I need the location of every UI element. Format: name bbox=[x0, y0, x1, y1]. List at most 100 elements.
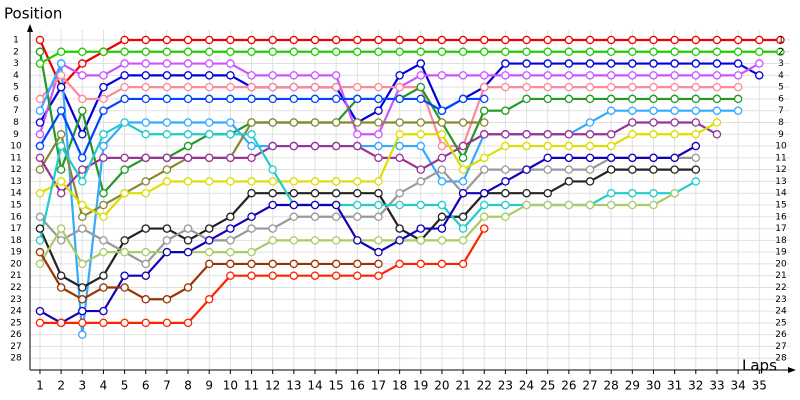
lap-marker bbox=[120, 165, 129, 174]
lap-marker bbox=[353, 82, 362, 92]
lap-marker bbox=[226, 177, 235, 186]
lap-marker bbox=[458, 224, 468, 233]
lap-marker bbox=[247, 71, 256, 80]
lap-marker bbox=[649, 153, 658, 163]
lap-marker bbox=[353, 188, 362, 198]
lap-marker bbox=[374, 247, 383, 257]
lap-marker bbox=[247, 177, 256, 186]
lap-marker bbox=[183, 318, 193, 328]
lap-marker bbox=[120, 118, 129, 127]
lap-marker bbox=[226, 47, 235, 57]
lap-marker bbox=[162, 295, 172, 304]
lap-marker bbox=[78, 177, 87, 186]
lap-marker bbox=[712, 35, 722, 45]
lap-marker bbox=[204, 59, 214, 68]
lap-marker bbox=[691, 47, 701, 57]
lap-marker bbox=[120, 82, 129, 92]
lap-marker bbox=[395, 224, 404, 233]
lap-marker bbox=[628, 165, 637, 174]
lap-marker bbox=[522, 188, 531, 198]
lap-marker bbox=[543, 35, 552, 45]
lap-marker bbox=[247, 247, 256, 257]
lap-marker bbox=[543, 153, 552, 163]
lap-marker bbox=[120, 247, 129, 257]
lap-marker bbox=[331, 259, 341, 269]
lap-marker bbox=[564, 200, 574, 210]
lap-marker bbox=[204, 247, 214, 257]
lap-marker bbox=[606, 35, 616, 45]
lap-marker bbox=[141, 247, 151, 257]
y-tick-label: 6 bbox=[13, 94, 19, 104]
lap-marker bbox=[353, 47, 362, 57]
lap-marker bbox=[395, 71, 404, 80]
lap-marker bbox=[183, 236, 193, 245]
lap-marker bbox=[395, 153, 404, 163]
lap-marker bbox=[522, 200, 531, 210]
lap-marker bbox=[437, 47, 447, 57]
y-tick-label: 9 bbox=[13, 130, 19, 140]
lap-marker bbox=[458, 141, 468, 151]
lap-marker bbox=[374, 35, 383, 45]
x-tick-label: 18 bbox=[392, 379, 407, 393]
x-tick-label: 26 bbox=[561, 379, 576, 393]
lap-marker bbox=[437, 212, 447, 222]
lap-marker bbox=[501, 200, 510, 210]
lap-marker bbox=[564, 47, 574, 57]
lap-marker bbox=[628, 59, 637, 68]
x-tick-label: 34 bbox=[730, 379, 745, 393]
lap-marker bbox=[120, 47, 129, 57]
lap-marker bbox=[733, 35, 743, 45]
lap-marker bbox=[522, 35, 531, 45]
lap-marker bbox=[353, 35, 362, 45]
lap-marker bbox=[585, 165, 595, 174]
y-tick-label-right: 27 bbox=[775, 342, 786, 352]
lap-marker bbox=[353, 177, 362, 186]
lap-marker bbox=[331, 118, 341, 127]
lap-marker bbox=[120, 94, 129, 104]
lap-marker bbox=[226, 82, 235, 92]
x-tick-label: 5 bbox=[121, 379, 129, 393]
lap-marker bbox=[310, 82, 320, 92]
lap-marker bbox=[395, 188, 404, 198]
lap-marker bbox=[437, 177, 447, 186]
lap-marker bbox=[501, 130, 510, 139]
lap-marker bbox=[543, 47, 552, 57]
x-axis-label: Laps bbox=[742, 357, 777, 375]
lap-marker bbox=[141, 59, 151, 68]
lap-marker bbox=[670, 47, 679, 57]
lap-marker bbox=[437, 130, 447, 139]
lap-marker bbox=[501, 35, 510, 45]
series-line bbox=[39, 156, 696, 266]
lap-marker bbox=[141, 35, 151, 45]
lap-marker bbox=[226, 247, 235, 257]
x-tick-label: 14 bbox=[307, 379, 322, 393]
lap-marker bbox=[204, 177, 214, 186]
lap-marker bbox=[310, 177, 320, 186]
lap-marker bbox=[585, 200, 595, 210]
lap-marker bbox=[374, 200, 383, 210]
lap-marker bbox=[268, 259, 277, 269]
lap-marker bbox=[204, 94, 214, 104]
lap-marker bbox=[204, 295, 214, 304]
lap-marker bbox=[691, 177, 701, 186]
lap-marker bbox=[247, 153, 256, 163]
lap-marker bbox=[670, 106, 679, 115]
lap-marker bbox=[204, 35, 214, 45]
lap-marker bbox=[162, 224, 172, 233]
lap-marker bbox=[564, 82, 574, 92]
lap-marker bbox=[78, 318, 87, 328]
lap-marker bbox=[437, 224, 447, 233]
lap-marker bbox=[141, 271, 151, 280]
lap-marker bbox=[416, 224, 426, 233]
lap-marker bbox=[56, 71, 66, 80]
y-tick-label-right: 23 bbox=[775, 295, 786, 305]
lap-marker bbox=[585, 47, 595, 57]
series-line bbox=[39, 97, 485, 161]
lap-marker bbox=[649, 118, 658, 127]
lap-marker bbox=[56, 271, 66, 280]
lap-marker bbox=[35, 47, 45, 57]
lap-marker bbox=[670, 71, 679, 80]
lap-marker bbox=[35, 106, 45, 115]
lap-marker bbox=[649, 130, 658, 139]
y-tick-label-right: 4 bbox=[778, 71, 784, 81]
